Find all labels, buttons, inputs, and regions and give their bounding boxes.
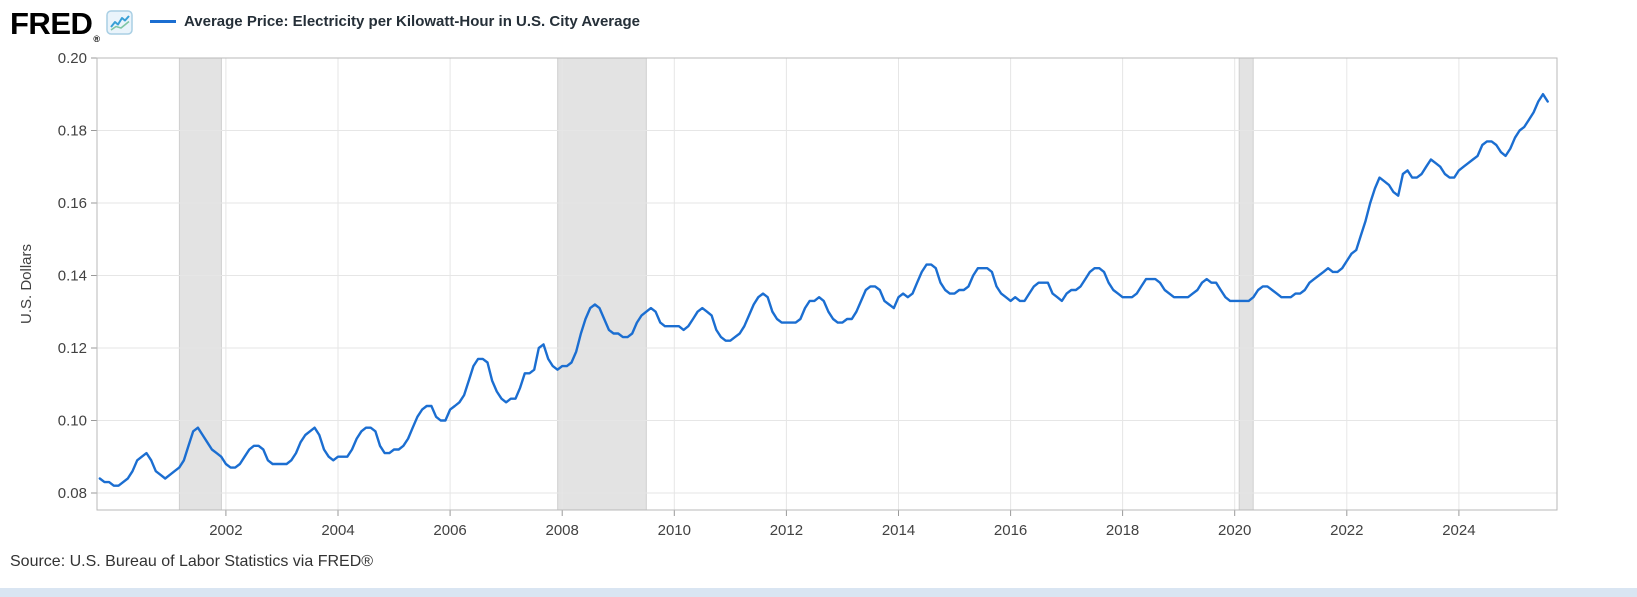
x-tick-label: 2020 xyxy=(1218,522,1251,539)
y-tick-label: 0.18 xyxy=(58,123,87,140)
y-tick-label: 0.08 xyxy=(58,485,87,502)
source-note: Source: U.S. Bureau of Labor Statistics … xyxy=(10,553,374,570)
x-tick-label: 2018 xyxy=(1106,522,1139,539)
x-tick-label: 2006 xyxy=(433,522,466,539)
y-tick-label: 0.16 xyxy=(58,195,87,212)
x-tick-label: 2024 xyxy=(1442,522,1475,539)
registered-trademark: ® xyxy=(93,33,100,44)
recession-band xyxy=(178,57,222,511)
x-tick-label: 2010 xyxy=(658,522,691,539)
legend-series-label: Average Price: Electricity per Kilowatt-… xyxy=(184,13,640,30)
x-tick-label: 2002 xyxy=(209,522,242,539)
x-tick-label: 2014 xyxy=(882,522,915,539)
chart-legend: Average Price: Electricity per Kilowatt-… xyxy=(150,13,640,30)
plot-border xyxy=(96,57,1558,511)
y-tick-label: 0.10 xyxy=(58,413,87,430)
x-tick-label: 2004 xyxy=(321,522,354,539)
y-axis-label: U.S. Dollars xyxy=(18,244,35,324)
fred-logo-chart-icon[interactable] xyxy=(105,10,133,40)
x-tick-label: 2016 xyxy=(994,522,1027,539)
bottom-accent-bar xyxy=(0,588,1637,597)
y-tick-label: 0.14 xyxy=(58,268,87,285)
y-tick-label: 0.20 xyxy=(58,50,87,67)
legend-line-swatch xyxy=(150,20,176,23)
x-tick-label: 2012 xyxy=(770,522,803,539)
x-tick-label: 2022 xyxy=(1330,522,1363,539)
chart-plot-area[interactable] xyxy=(97,58,1557,510)
price-line-chart: 0.08 0.10 0.12 0.14 0.16 0.18 0.20 2002 2004 2006… xyxy=(18,50,1558,539)
series-line xyxy=(98,93,1549,487)
header: FRED® xyxy=(10,2,133,44)
x-tick-label: 2008 xyxy=(546,522,579,539)
fred-logo[interactable]: FRED® xyxy=(10,5,100,44)
y-tick-label: 0.12 xyxy=(58,340,87,357)
